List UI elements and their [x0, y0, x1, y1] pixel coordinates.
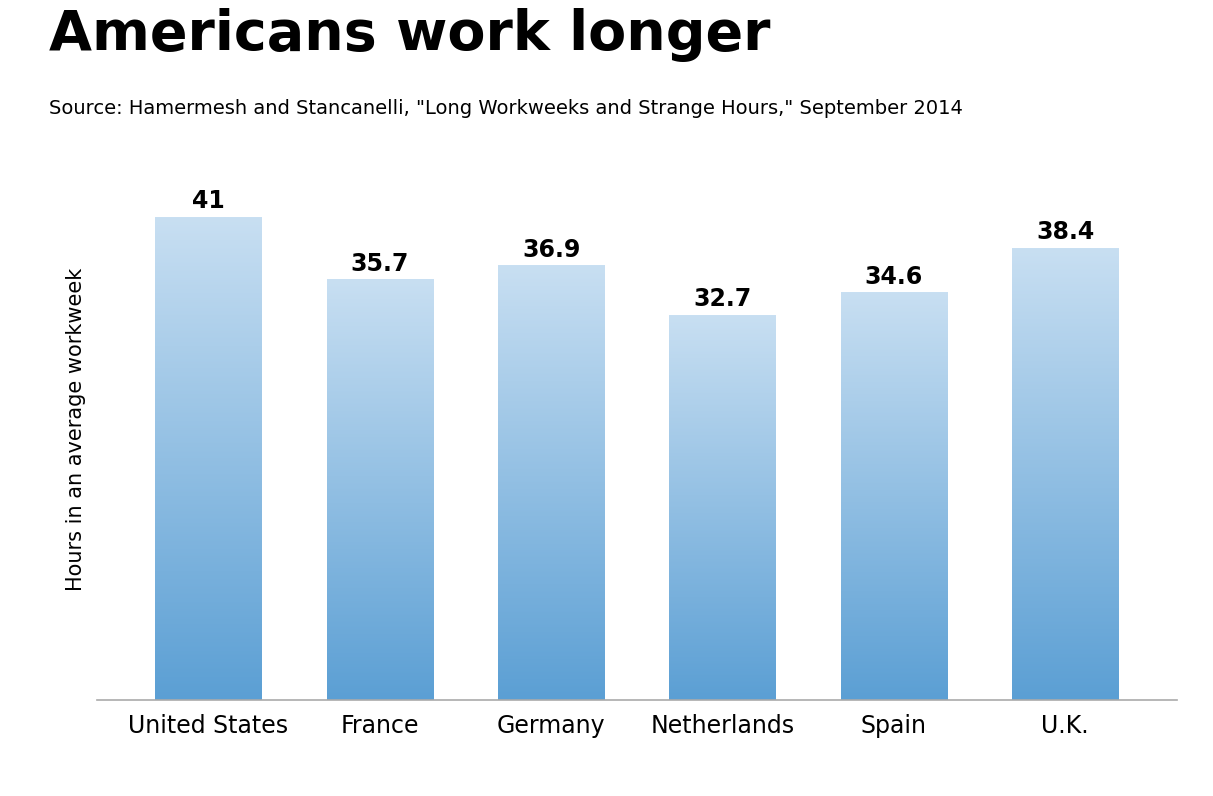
- Text: 36.9: 36.9: [522, 237, 580, 262]
- Y-axis label: Hours in an average workweek: Hours in an average workweek: [66, 268, 86, 591]
- Text: 35.7: 35.7: [351, 252, 409, 275]
- Text: 32.7: 32.7: [694, 287, 752, 311]
- Text: 41: 41: [192, 189, 224, 213]
- Text: 34.6: 34.6: [865, 264, 923, 289]
- Text: Source: Hamermesh and Stancanelli, "Long Workweeks and Strange Hours," September: Source: Hamermesh and Stancanelli, "Long…: [49, 100, 962, 119]
- Text: 38.4: 38.4: [1036, 220, 1094, 244]
- Text: Americans work longer: Americans work longer: [49, 8, 770, 62]
